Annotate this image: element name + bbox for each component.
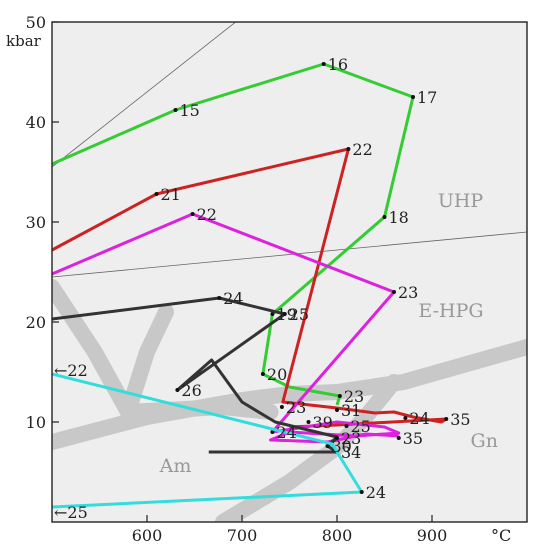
uhp-reference-line <box>52 22 237 168</box>
point-label: 23 <box>398 283 418 302</box>
y-tick-label: 40 <box>26 113 46 132</box>
plot-area <box>52 22 527 522</box>
series-line-2 <box>52 147 448 429</box>
point-label: 19 <box>276 305 296 324</box>
facies-band-1 <box>52 279 136 420</box>
data-point <box>382 215 387 219</box>
data-point <box>325 444 330 448</box>
x-tick-label: 900 <box>417 526 448 545</box>
data-point <box>411 95 415 99</box>
facies-label: Am <box>159 455 192 477</box>
facies-band-4 <box>281 339 527 402</box>
x-tick-label: 800 <box>322 526 353 545</box>
data-point <box>337 394 342 398</box>
data-point <box>270 430 275 434</box>
series-line-5 <box>52 372 364 509</box>
data-point <box>344 424 349 428</box>
y-tick-label: 10 <box>26 413 46 432</box>
offscale-label: ←22 <box>54 361 88 380</box>
y-tick-label: 20 <box>26 313 46 332</box>
uhp-boundary-line <box>52 231 527 278</box>
point-label: 26 <box>181 381 201 400</box>
series-line-4 <box>52 296 339 454</box>
facies-band-6 <box>120 304 174 420</box>
data-point <box>260 372 265 376</box>
point-label: 20 <box>267 365 287 384</box>
point-label: 23 <box>344 387 364 406</box>
data-point <box>392 290 396 294</box>
series-layer <box>52 62 449 509</box>
point-label: 22 <box>352 140 372 159</box>
data-point <box>279 405 284 409</box>
point-label: 39 <box>313 413 333 432</box>
plot-frame <box>51 21 528 523</box>
offscale-label: ←25 <box>54 503 88 522</box>
x-axis-label: °C <box>491 526 511 545</box>
point-label: 24 <box>409 409 429 428</box>
axes: 10 20 30 40 50 600 700 800 900 <box>26 13 528 545</box>
data-point <box>175 388 180 392</box>
data-point <box>154 192 159 196</box>
point-label: 24 <box>366 483 386 502</box>
data-point <box>270 312 275 316</box>
y-axis-label: kbar <box>6 32 42 50</box>
point-label: 25 <box>351 417 371 436</box>
point-label: 23 <box>286 398 306 417</box>
point-label: 21 <box>161 185 181 204</box>
data-point <box>321 62 326 66</box>
point-label: 18 <box>389 208 409 227</box>
plot-background <box>52 22 527 522</box>
data-point <box>346 147 351 151</box>
data-point <box>190 212 195 216</box>
data-point <box>444 417 449 421</box>
point-label: 24 <box>276 423 296 442</box>
point-label: 30 <box>332 437 352 456</box>
facies-label: E-HPG <box>418 300 483 322</box>
point-label: 35 <box>450 410 470 429</box>
facies-label: Gn <box>471 430 498 452</box>
point-label: 25 <box>289 305 309 324</box>
point-label: 22 <box>197 205 217 224</box>
data-point <box>335 408 339 412</box>
data-point <box>335 436 339 440</box>
data-point <box>282 312 287 316</box>
point-label: 35 <box>403 429 423 448</box>
y-tick-label: 30 <box>26 213 46 232</box>
point-label: 17 <box>417 88 437 107</box>
data-point <box>217 296 222 300</box>
point-label: 34 <box>341 443 361 462</box>
data-point <box>396 436 401 440</box>
point-label: 15 <box>180 101 200 120</box>
point-label: 24 <box>223 289 243 308</box>
x-tick-label: 600 <box>132 526 163 545</box>
data-point <box>359 490 364 494</box>
y-tick-label: 50 <box>26 13 46 32</box>
x-tick-label: 700 <box>227 526 258 545</box>
data-point <box>306 420 311 424</box>
data-point <box>403 416 408 420</box>
point-label: 31 <box>341 401 361 420</box>
point-label: 16 <box>328 55 348 74</box>
data-point <box>173 108 178 112</box>
facies-label: UHP <box>438 190 484 212</box>
point-label: 23 <box>341 429 361 448</box>
